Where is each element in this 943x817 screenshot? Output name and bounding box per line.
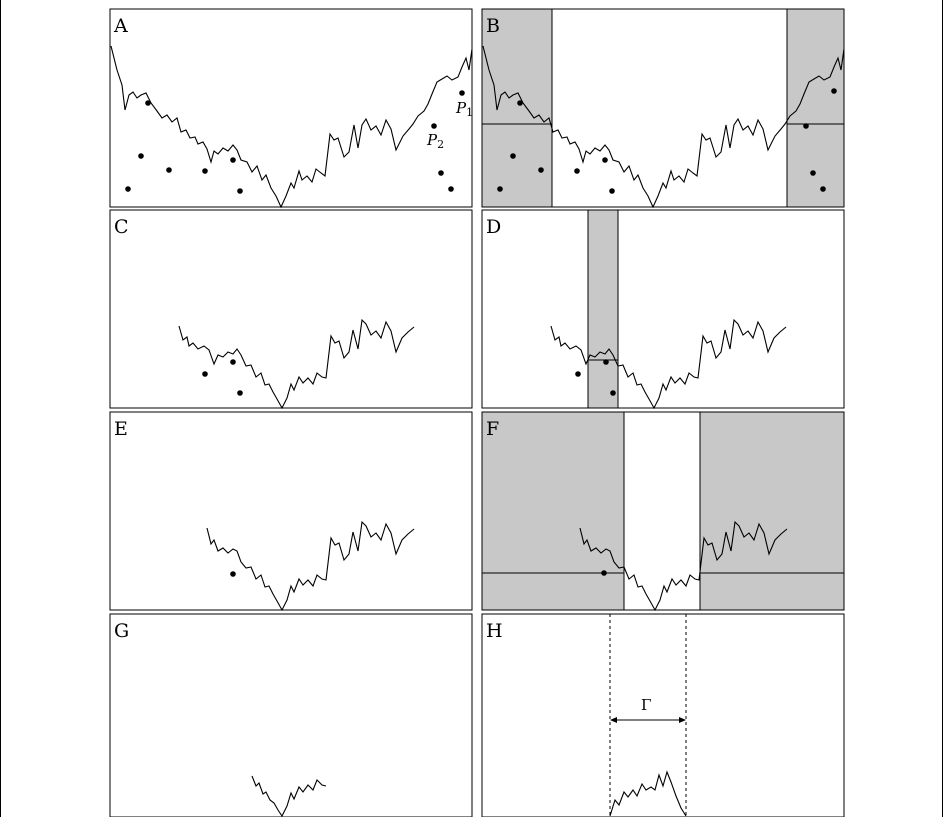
panel-b-shade-right [786,8,845,208]
panel-b-path [482,45,845,209]
dot [609,188,615,194]
dot [602,157,608,163]
p2-label: P2 [426,131,444,151]
panel-h: Γ H [481,613,845,817]
panel-d-dots [575,359,616,396]
dot [230,157,236,163]
panel-f-shade-right [699,411,845,611]
panel-a-label: A [113,15,128,37]
arrowhead-right [679,717,686,723]
dot-p2 [431,123,437,129]
panel-e-path [206,520,415,612]
panel-d: D [481,209,845,410]
panel-d-frame [481,209,845,409]
panel-g: G [109,613,473,817]
dot [601,570,607,576]
panel-h-path [609,770,687,817]
panel-f-label: F [486,418,499,440]
panel-e-label: E [114,418,128,440]
arrowhead-left [610,717,617,723]
dot [125,186,131,192]
dot [230,359,236,365]
dot [202,168,208,174]
dot [610,390,616,396]
panel-c-dots [202,359,243,396]
dot [831,88,837,94]
dot [448,186,454,192]
panel-g-label: G [114,620,129,642]
panel-d-label: D [486,216,501,238]
panel-a-frame [109,8,473,208]
panel-g-frame [109,613,473,817]
panel-e: E [109,411,473,612]
panel-g-path [251,775,327,817]
panel-e-dots [230,571,236,577]
panel-e-frame [109,411,473,611]
dot [438,170,444,176]
panel-b-label: B [486,15,500,37]
dot [166,167,172,173]
dot [230,571,236,577]
panel-f-path [579,520,788,612]
panel-d-path [550,318,787,410]
dot [575,371,581,377]
dot [803,123,809,129]
panel-h-frame [481,613,845,817]
panel-h-label: H [486,620,503,642]
panel-a: P1 P2 A [109,8,473,209]
panel-f: F [481,411,845,612]
dot [510,153,516,159]
panel-c-label: C [114,216,129,238]
panel-a-path [110,45,473,209]
panel-c-frame [109,209,473,409]
dot [202,371,208,377]
dot [603,359,609,365]
dot [820,186,826,192]
dot [145,100,151,106]
dot [497,186,503,192]
dot-p1 [459,90,465,96]
panel-d-shade [587,209,619,409]
panel-c-path [178,318,415,410]
dot [237,188,243,194]
dot [574,168,580,174]
panel-f-shade-left [481,411,625,611]
panel-b-shade-left [481,8,553,208]
dot [810,170,816,176]
panel-c: C [109,209,473,410]
panel-b: B [481,8,845,209]
gamma-label: Γ [641,696,651,714]
panel-a-dots [125,90,465,194]
p1-label: P1 [455,99,473,119]
panel-f-dots [601,570,607,576]
dot [517,100,523,106]
dot [138,153,144,159]
dot [237,390,243,396]
panel-b-dots [497,88,837,194]
dot [538,167,544,173]
